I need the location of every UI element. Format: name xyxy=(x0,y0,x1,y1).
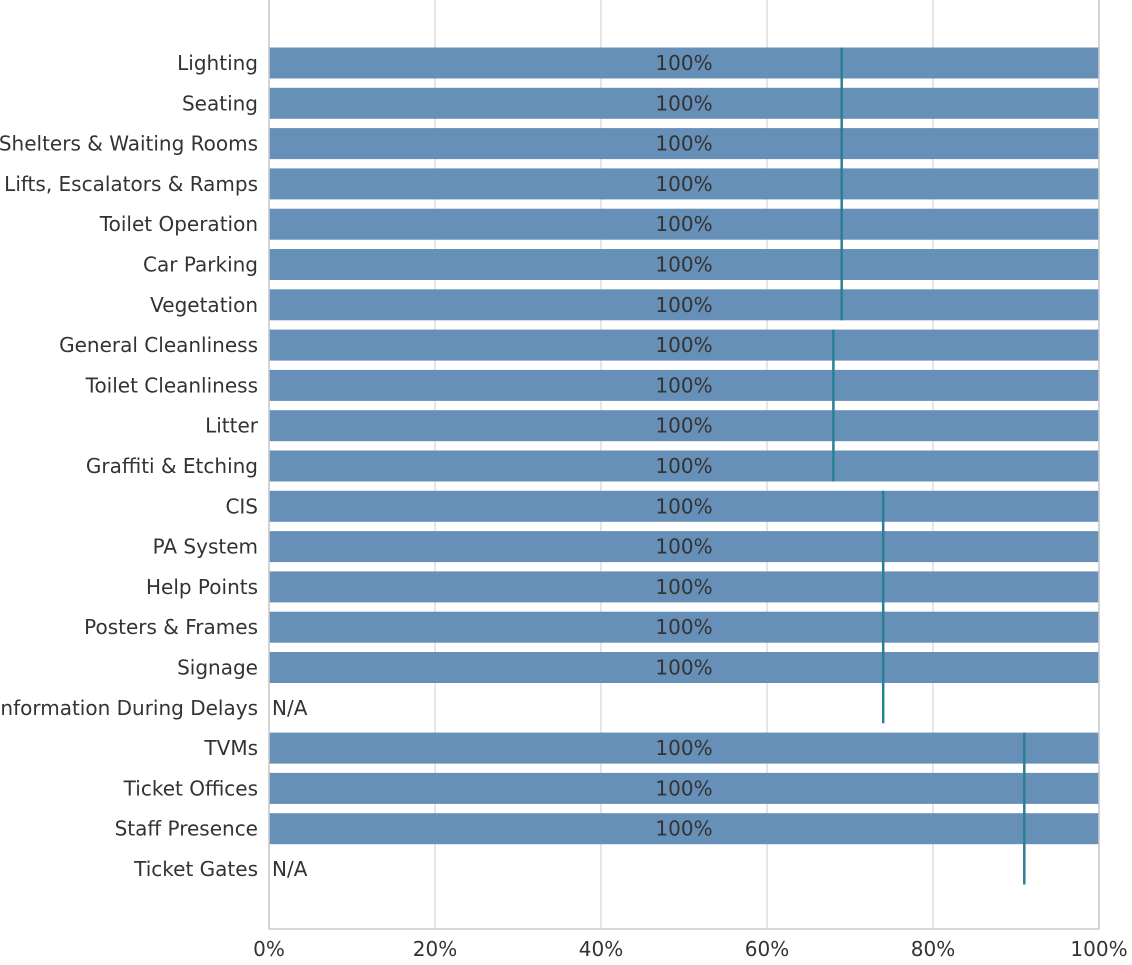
category-label: Posters & Frames xyxy=(84,615,258,639)
bar xyxy=(269,369,1099,401)
category-label: Seating xyxy=(182,91,258,115)
category-label: Vegetation xyxy=(150,293,258,317)
axis-layer: 0% 20% 40% 60% 80% 100% xyxy=(253,0,1128,961)
bar xyxy=(269,652,1099,683)
category-label: Staff Presence xyxy=(115,817,258,841)
bar-value-label: 100% xyxy=(655,494,712,518)
category-label: Toilet Operation xyxy=(99,212,258,236)
x-tick-label: 40% xyxy=(579,937,623,961)
bar-value-label: 100% xyxy=(655,535,712,559)
bar-value-label: 100% xyxy=(655,132,712,156)
bar-value-label: 100% xyxy=(655,736,712,760)
bar-value-label: 100% xyxy=(655,454,712,478)
bar-value-label: 100% xyxy=(655,51,712,75)
x-tick-label: 60% xyxy=(745,937,789,961)
bar-value-label: 100% xyxy=(655,615,712,639)
bar xyxy=(269,289,1099,321)
bar xyxy=(269,732,1099,764)
bar-value-label: N/A xyxy=(272,857,308,881)
bar-value-label: 100% xyxy=(655,817,712,841)
bar xyxy=(269,47,1099,79)
category-label: CIS xyxy=(225,494,258,518)
bar-value-label: N/A xyxy=(272,696,308,720)
bar-value-label: 100% xyxy=(655,776,712,800)
bar-value-label: 100% xyxy=(655,293,712,317)
category-label: Car Parking xyxy=(143,253,258,277)
bar xyxy=(269,450,1099,482)
category-label: Signage xyxy=(177,656,258,680)
category-label: Toilet Cleanliness xyxy=(85,373,258,397)
benchmark-layer xyxy=(832,47,1026,885)
category-label: Graffiti & Etching xyxy=(86,454,258,478)
bar xyxy=(269,208,1099,240)
x-tick-label: 0% xyxy=(253,937,285,961)
bars-layer xyxy=(269,47,1099,845)
bar xyxy=(269,531,1099,563)
bar-value-label: 100% xyxy=(655,172,712,196)
bar xyxy=(269,490,1099,522)
category-label: Shelters & Waiting Rooms xyxy=(0,132,258,156)
category-label: Ticket Offices xyxy=(123,776,258,800)
category-label: General Cleanliness xyxy=(59,333,258,357)
category-label: Information During Delays xyxy=(0,696,258,720)
category-label: PA System xyxy=(153,535,258,559)
bar-value-label: 100% xyxy=(655,414,712,438)
x-tick-label: 100% xyxy=(1070,937,1127,961)
bar xyxy=(269,813,1099,845)
category-label: Help Points xyxy=(146,575,258,599)
bar xyxy=(269,329,1099,361)
bar xyxy=(269,571,1099,603)
bar-value-label: 100% xyxy=(655,656,712,680)
bar-value-label: 100% xyxy=(655,373,712,397)
bar xyxy=(269,128,1099,160)
category-label: TVMs xyxy=(203,736,258,760)
category-label: Lifts, Escalators & Ramps xyxy=(4,172,258,196)
bar xyxy=(269,410,1099,442)
bar xyxy=(269,168,1099,200)
labels-layer: Lighting 100% Seating 100% Shelters & Waitin… xyxy=(0,51,713,881)
category-label: Lighting xyxy=(177,51,258,75)
x-tick-label: 80% xyxy=(911,937,955,961)
bar-value-label: 100% xyxy=(655,333,712,357)
bar-value-label: 100% xyxy=(655,91,712,115)
bar xyxy=(269,249,1099,280)
bar xyxy=(269,87,1099,119)
bar-value-label: 100% xyxy=(655,575,712,599)
bar-value-label: 100% xyxy=(655,212,712,236)
category-label: Ticket Gates xyxy=(133,857,258,881)
x-tick-label: 20% xyxy=(413,937,457,961)
bar xyxy=(269,772,1099,804)
bar-value-label: 100% xyxy=(655,253,712,277)
category-label: Litter xyxy=(205,414,259,438)
bar xyxy=(269,611,1099,643)
